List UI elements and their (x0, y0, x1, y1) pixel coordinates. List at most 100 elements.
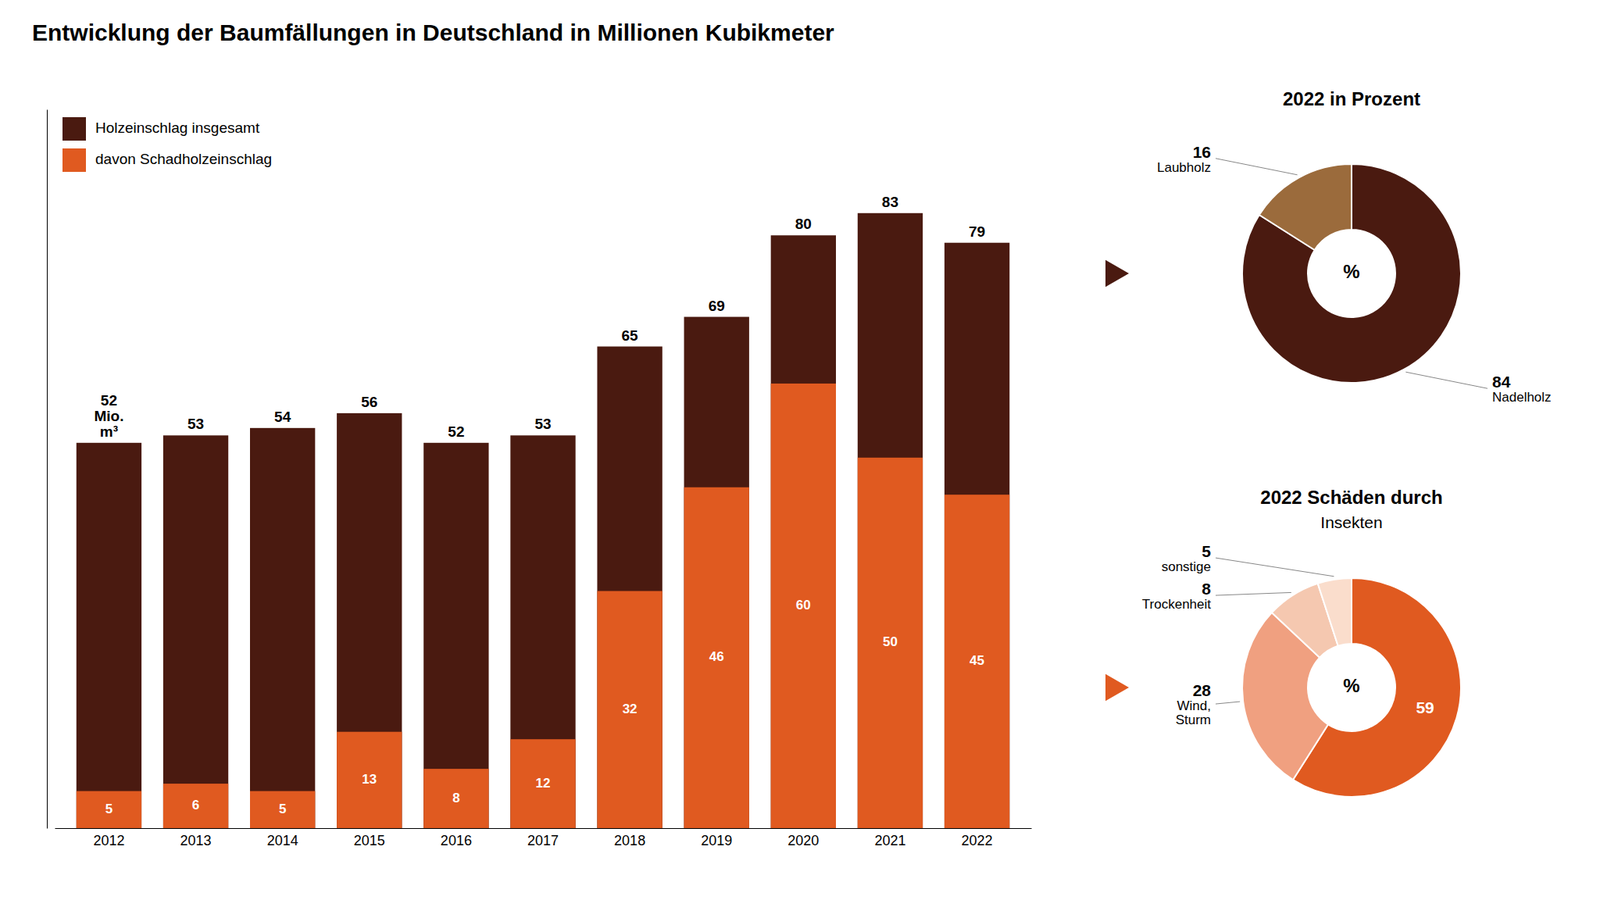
bar (771, 383, 836, 829)
x-tick-label: 2022 (961, 832, 993, 849)
bar (163, 435, 229, 829)
data-label: 12 (535, 775, 551, 791)
x-tick-label: 2012 (92, 832, 125, 849)
slice-label: Wind,Sturm (1175, 698, 1211, 728)
x-tick-label: 2019 (700, 832, 733, 849)
data-label: 80 (795, 215, 812, 233)
leader-line (1215, 592, 1292, 596)
bar (250, 428, 315, 829)
x-tick-label: 2015 (353, 832, 386, 849)
bar (944, 494, 1010, 829)
x-tick-label: 2017 (527, 832, 559, 849)
bar (684, 317, 750, 829)
data-label: 5 (105, 801, 113, 817)
pointer-arrow (1105, 674, 1129, 702)
x-tick: 2015 (353, 832, 386, 849)
legend: Holzeinschlag insgesamt davon Schadholzei… (62, 117, 272, 172)
data-label: 5 (1201, 542, 1211, 561)
x-tick: 2014 (267, 832, 299, 849)
bar (76, 791, 142, 829)
pie-title: 2022 Schäden durch (1260, 486, 1443, 508)
data-label: 8 (452, 790, 460, 806)
leader-line (1405, 371, 1488, 389)
pie-slice (1317, 578, 1352, 647)
slice-label: Laubholz (1157, 160, 1211, 175)
pie-chart: 2022 in Prozent%16Laubholz84Nadelholz (1105, 88, 1552, 405)
x-tick-label: 2018 (614, 832, 646, 849)
data-label: 84 (1492, 372, 1511, 391)
x-tick: 2022 (961, 832, 993, 849)
x-tick: 2013 (180, 832, 212, 849)
data-labels: 52Mio.m³53545652536569808379565138123246… (93, 193, 986, 817)
data-label: 28 (1192, 681, 1212, 700)
data-label: 52 (447, 423, 465, 440)
x-tick: 2016 (440, 832, 472, 849)
center-annotation: % (1342, 675, 1360, 697)
bar (596, 346, 662, 829)
bar (857, 213, 923, 829)
pie-slice (1259, 164, 1352, 250)
x-axis-line (55, 828, 1033, 829)
bar (510, 739, 575, 829)
chart-title: Entwicklung der Baumfällungen in Deutsch… (32, 19, 835, 46)
data-label: 65 (621, 327, 640, 344)
data-label: 46 (709, 649, 725, 665)
x-axis: 2012 2013 2014 2015 2016 2017 2018 2019 2020 2021… (55, 828, 1033, 849)
x-tick-label: 2013 (180, 832, 212, 849)
data-label: 52Mio.m³ (93, 392, 124, 440)
slice-label: Nadelholz (1492, 389, 1552, 405)
bar (684, 487, 750, 829)
bar (510, 435, 575, 829)
data-label: 69 (708, 297, 725, 315)
data-label: 13 (361, 771, 377, 787)
leader-line (1215, 557, 1334, 577)
data-label: 53 (187, 415, 204, 433)
bar (336, 413, 402, 829)
bar (423, 442, 489, 829)
pie-slice (1242, 164, 1461, 383)
pointer-arrow (1105, 260, 1129, 288)
legend-label: davon Schadholzeinschlag (95, 150, 272, 168)
leader-line (1215, 158, 1298, 175)
bar (423, 768, 489, 829)
x-tick: 2020 (787, 832, 819, 849)
data-label: 45 (969, 653, 985, 668)
bar (857, 457, 923, 829)
data-label: 8 (1201, 579, 1211, 598)
x-tick: 2021 (874, 832, 906, 849)
data-label: 79 (968, 223, 986, 240)
x-tick: 2012 (92, 832, 125, 849)
bar (771, 235, 836, 829)
data-label: 83 (882, 193, 899, 211)
data-label: 6 (192, 797, 200, 813)
x-tick-label: 2016 (440, 832, 472, 849)
data-label: 53 (534, 415, 551, 433)
data-label: 50 (882, 634, 898, 650)
chart-canvas: Entwicklung der Baumfällungen in Deutsch… (0, 0, 1600, 900)
slice-label: Trockenheit (1142, 596, 1211, 612)
leader-line (1215, 701, 1240, 704)
bar (76, 442, 142, 829)
data-label: 59 (1415, 698, 1434, 717)
center-annotation: % (1342, 260, 1360, 283)
legend-label: Holzeinschlag insgesamt (95, 119, 261, 136)
bar (596, 590, 662, 829)
data-label: 56 (360, 393, 378, 411)
bar-series (76, 383, 1010, 829)
bar (163, 783, 229, 829)
plot-area (76, 213, 1010, 829)
legend-swatch (62, 148, 86, 172)
bar-series (76, 213, 1010, 829)
slice-label: sonstige (1161, 559, 1211, 575)
pie-subtitle: Insekten (1320, 513, 1383, 532)
data-label: 54 (274, 408, 292, 425)
data-label: 5 (278, 801, 286, 817)
x-tick: 2017 (527, 832, 559, 849)
pie-chart: 2022 Schäden durch Insekten% 59 5sonstige 8T… (1105, 486, 1461, 797)
x-tick-label: 2014 (267, 832, 299, 849)
legend-swatch (62, 117, 86, 141)
x-tick: 2019 (700, 832, 733, 849)
x-tick-label: 2020 (787, 832, 819, 849)
x-tick: 2018 (614, 832, 646, 849)
data-label: 16 (1192, 142, 1211, 161)
